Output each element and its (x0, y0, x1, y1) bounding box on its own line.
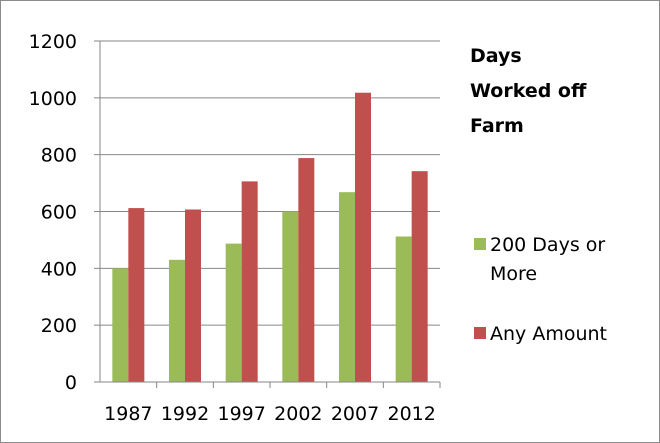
legend-swatch-any-amount (474, 327, 486, 339)
y-tick-label: 600 (41, 202, 77, 224)
y-tick-label: 1000 (29, 88, 77, 110)
bar-200-days-1997 (225, 243, 242, 382)
x-tick-label: 2002 (274, 403, 322, 425)
chart-title-line-3: Farm (470, 115, 524, 137)
chart-title-line-1: Days (470, 45, 522, 67)
y-tick-label: 400 (41, 258, 77, 280)
legend-label-any-amount: Any Amount (490, 323, 607, 345)
bar-any-amount-1997 (241, 181, 258, 382)
y-tick-label: 800 (41, 145, 77, 167)
bar-any-amount-1992 (185, 209, 201, 382)
legend: 200 Days or More Any Amount (474, 234, 607, 345)
bar-200-days-2012 (395, 236, 412, 382)
gridlines (94, 40, 441, 388)
y-tick-label: 0 (65, 372, 77, 394)
bar-200-days-2002 (282, 211, 299, 382)
x-tick-label: 2007 (331, 403, 379, 425)
x-tick-label: 1987 (104, 403, 152, 425)
y-axis-tick-labels: 0 200 400 600 800 1000 1200 (29, 31, 77, 394)
x-axis-tick-labels: 1987 1992 1997 2002 2007 2012 (104, 403, 436, 425)
bar-any-amount-2007 (355, 92, 371, 383)
bar-any-amount-2012 (411, 171, 428, 382)
legend-label-200-days-line-1: 200 Days or (490, 234, 605, 256)
bar-200-days-1992 (169, 259, 185, 382)
y-tick-label: 200 (41, 315, 77, 337)
y-tick-label: 1200 (29, 31, 77, 53)
chart-title-line-2: Worked off (470, 80, 587, 102)
bar-200-days-2007 (339, 192, 355, 382)
legend-label-200-days-line-2: More (490, 263, 537, 285)
chart-title: Days Worked off Farm (470, 45, 587, 137)
legend-swatch-200-days (474, 238, 486, 250)
x-tick-label: 1997 (217, 403, 265, 425)
x-tick-label: 2012 (387, 403, 435, 425)
x-tick-label: 1992 (161, 403, 209, 425)
axes (99, 41, 440, 383)
bars (112, 92, 428, 383)
bar-any-amount-1987 (128, 208, 145, 382)
bar-any-amount-2002 (298, 158, 315, 382)
bar-200-days-1987 (112, 268, 129, 382)
